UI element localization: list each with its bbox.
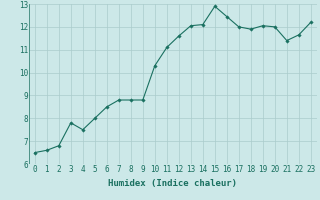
X-axis label: Humidex (Indice chaleur): Humidex (Indice chaleur) [108,179,237,188]
